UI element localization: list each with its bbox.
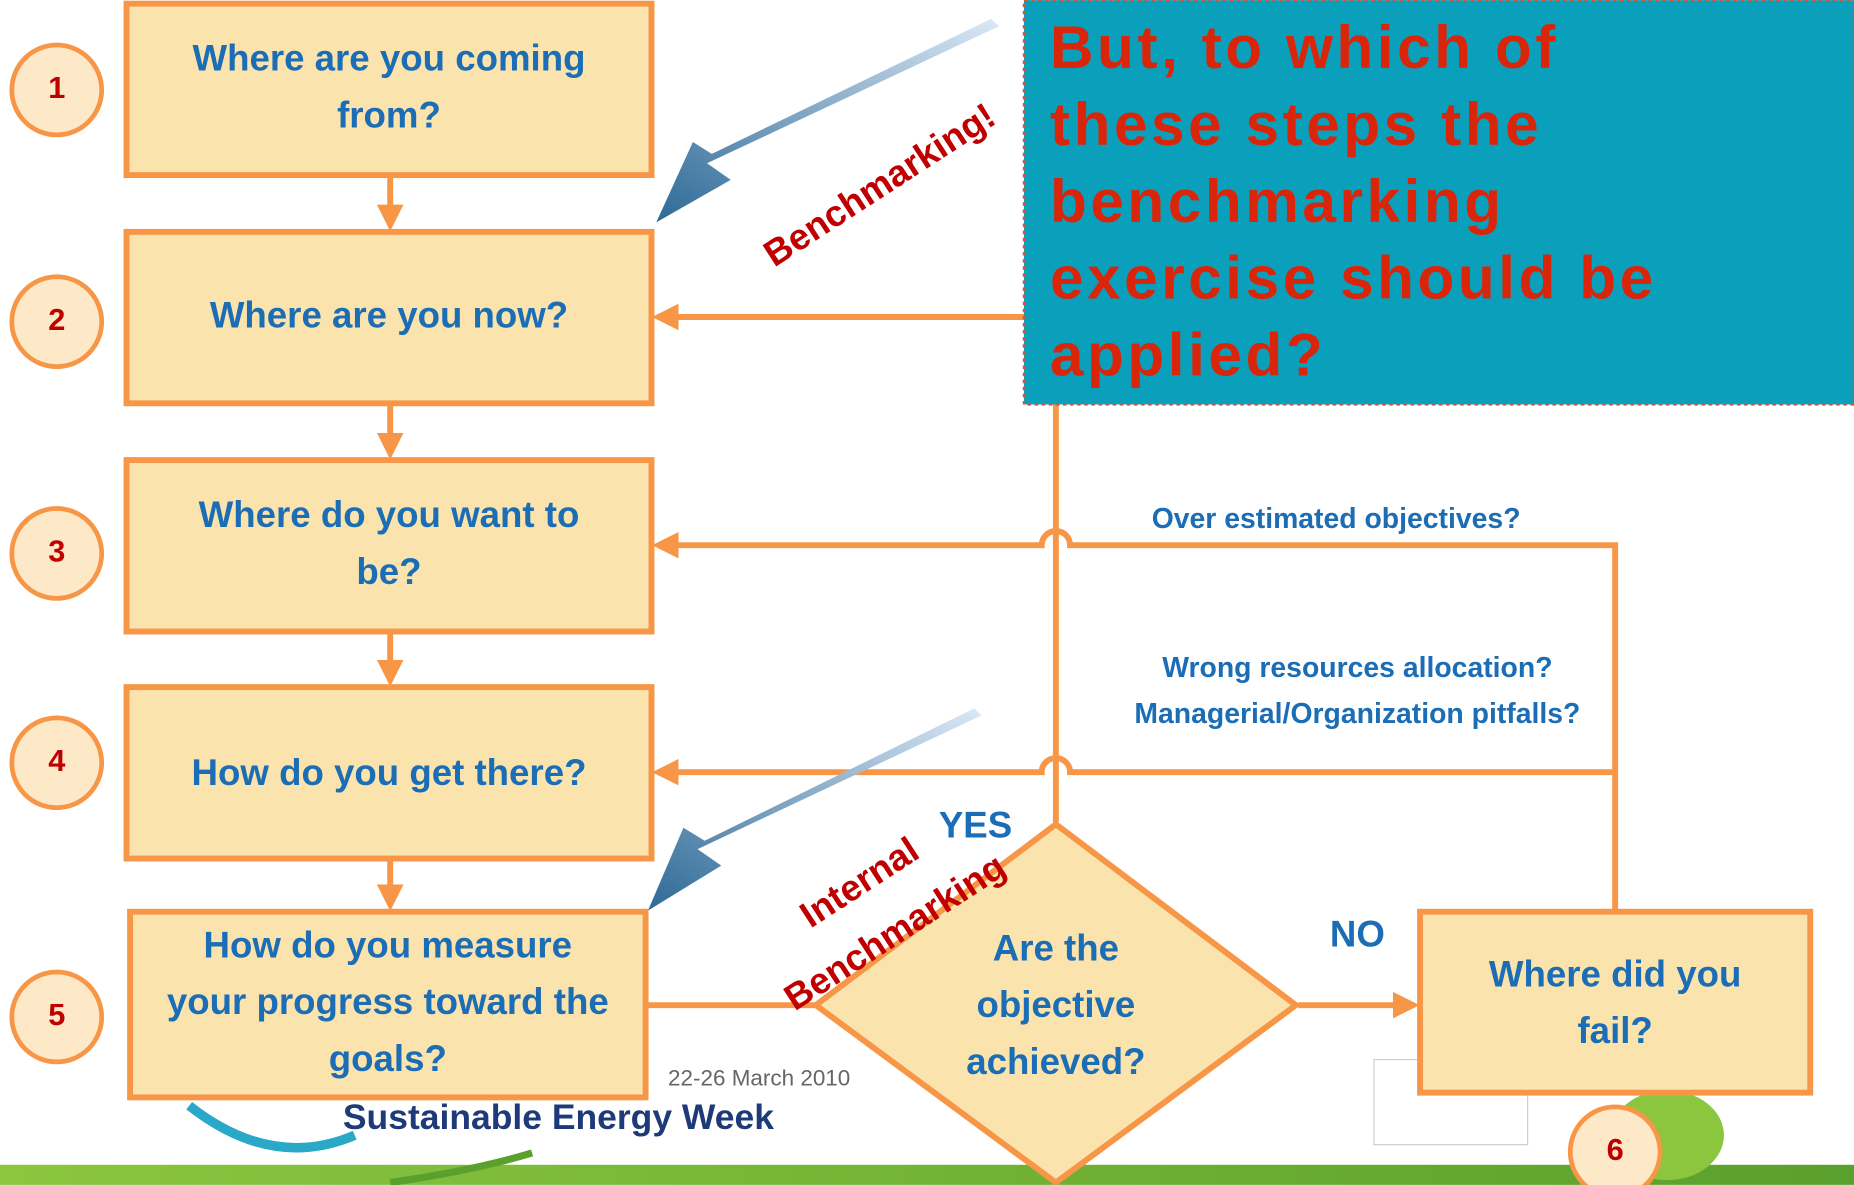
callout-text: exercise should be bbox=[1050, 244, 1657, 312]
callout-text: But, to which of bbox=[1050, 13, 1559, 81]
feedback-connector bbox=[657, 758, 1615, 772]
footer-event: Sustainable Energy Week bbox=[343, 1097, 774, 1137]
step-label: Where are you coming bbox=[193, 38, 586, 79]
step-number: 2 bbox=[48, 302, 65, 337]
step-label: How do you measure bbox=[204, 924, 573, 965]
step-label: from? bbox=[337, 94, 441, 135]
yes-connector bbox=[657, 317, 1055, 822]
logo-swoosh bbox=[189, 1106, 355, 1148]
step-label: Where do you want to bbox=[199, 494, 580, 535]
step-label: goals? bbox=[329, 1038, 447, 1079]
fail-label: Where did you bbox=[1489, 953, 1741, 994]
step-number: 1 bbox=[48, 70, 65, 105]
step-box bbox=[127, 460, 652, 631]
step-number: 5 bbox=[48, 997, 65, 1032]
decision-label: achieved? bbox=[966, 1041, 1145, 1082]
fail-label: fail? bbox=[1577, 1010, 1652, 1051]
step-number: 4 bbox=[48, 743, 65, 778]
callout-text: benchmarking bbox=[1050, 167, 1505, 235]
step-number: 3 bbox=[48, 534, 65, 569]
feedback-label: Managerial/Organization pitfalls? bbox=[1134, 698, 1580, 730]
yes-label: YES bbox=[939, 804, 1012, 845]
step-label: be? bbox=[356, 551, 421, 592]
footer-date: 22-26 March 2010 bbox=[668, 1066, 850, 1091]
fail-box bbox=[1420, 912, 1810, 1093]
callout-text: these steps the bbox=[1050, 90, 1542, 158]
callout-text: applied? bbox=[1050, 320, 1326, 388]
no-label: NO bbox=[1330, 913, 1385, 954]
feedback-label: Wrong resources allocation? bbox=[1162, 652, 1552, 684]
feedback-label: Over estimated objectives? bbox=[1152, 503, 1521, 535]
decision-label: objective bbox=[976, 984, 1135, 1025]
page: Where are you coming from? 1 Where are you … bbox=[0, 0, 1854, 1185]
step-label: your progress toward the bbox=[167, 981, 609, 1022]
diagram: Where are you coming from? 1 Where are you … bbox=[0, 0, 1854, 1185]
decision-label: Are the bbox=[993, 927, 1119, 968]
step-box bbox=[127, 4, 652, 175]
step-label: How do you get there? bbox=[192, 752, 587, 793]
step-number: 6 bbox=[1607, 1132, 1624, 1167]
step-label: Where are you now? bbox=[210, 294, 568, 335]
arrow-graphic bbox=[648, 708, 981, 910]
